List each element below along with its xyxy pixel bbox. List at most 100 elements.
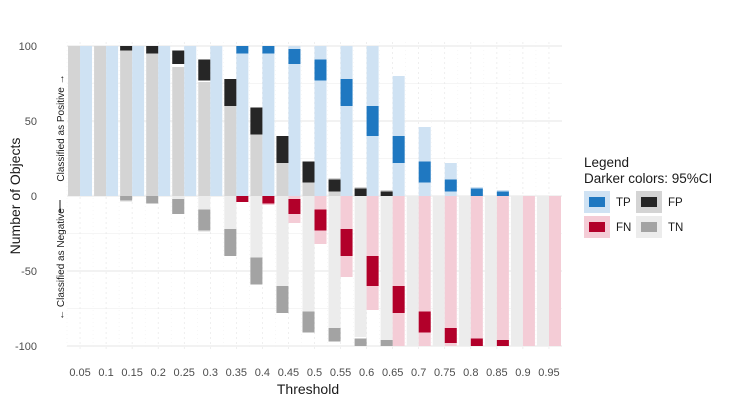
bar-fp — [198, 82, 211, 196]
legend-subtitle: Darker colors: 95%CI — [584, 171, 712, 186]
ci-tn — [198, 209, 211, 231]
ci-tp — [340, 79, 353, 106]
ci-tn — [120, 196, 133, 201]
bar-fn — [392, 196, 405, 346]
y-tick-labels: -100 -50 0 50 100 — [15, 41, 37, 353]
bar-tp — [262, 46, 275, 196]
bar-tp — [236, 46, 249, 196]
x-tick-label: 0.5 — [307, 367, 322, 379]
bar-fp — [224, 103, 237, 196]
bar-tn — [536, 196, 549, 346]
x-tick-label: 0.25 — [174, 367, 195, 379]
ci-fn — [340, 229, 353, 256]
ci-tp — [392, 136, 405, 163]
bar-tp — [340, 46, 353, 196]
legend-label-tn: TN — [668, 222, 683, 234]
x-tick-label: 0.8 — [463, 367, 478, 379]
positive-side-label: Classified as Positive → — [56, 74, 67, 181]
bar-fn — [522, 196, 535, 346]
ci-tp — [470, 188, 483, 196]
ci-tp — [496, 191, 509, 196]
ci-fp — [328, 179, 341, 192]
y-axis-title: Number of Objects — [7, 138, 23, 255]
bar-fn — [418, 196, 431, 346]
x-tick-label: 0.35 — [226, 367, 247, 379]
ci-fn — [262, 196, 275, 204]
bar-fn — [366, 196, 379, 310]
x-tick-label: 0.95 — [538, 367, 559, 379]
ci-fp — [146, 46, 159, 54]
bar-tp — [158, 46, 171, 196]
y-tick-label: 100 — [19, 41, 37, 53]
bar-fp — [250, 124, 263, 196]
ci-fn — [366, 256, 379, 286]
ci-tp — [314, 59, 327, 81]
ci-fn — [470, 338, 483, 346]
ci-tn — [250, 257, 263, 285]
ci-fn — [444, 328, 457, 343]
ci-tp — [262, 46, 275, 54]
legend-label-fn: FN — [616, 222, 631, 234]
ci-tn — [328, 328, 341, 342]
bar-tp — [314, 46, 327, 196]
ci-tp — [366, 106, 379, 136]
x-tick-label: 0.4 — [255, 367, 270, 379]
bar-tn — [484, 196, 497, 346]
bar-fp — [94, 46, 107, 196]
ci-fp — [198, 59, 211, 81]
x-tick-label: 0.9 — [515, 367, 530, 379]
ci-fp — [302, 161, 315, 183]
legend-key-tp-dark — [589, 197, 605, 207]
ci-tp — [288, 49, 301, 64]
bar-fn — [496, 196, 509, 346]
bar-tn — [354, 196, 367, 337]
ci-fn — [418, 311, 431, 333]
x-tick-label: 0.15 — [121, 367, 142, 379]
ci-tn — [354, 338, 367, 346]
legend-keys: TP FP FN TN — [584, 191, 683, 238]
bar-fp — [146, 52, 159, 196]
bar-tp — [288, 46, 301, 196]
ci-tn — [380, 340, 393, 346]
x-axis-title: Threshold — [277, 381, 339, 397]
x-tick-label: 0.05 — [69, 367, 90, 379]
ci-fp — [276, 136, 289, 163]
negative-side-label: ← Classified as Negative — [56, 208, 67, 320]
bar-tp — [132, 46, 145, 196]
bar-fp — [68, 46, 81, 196]
legend-key-fn-dark — [589, 222, 605, 232]
ci-fp — [354, 188, 367, 196]
bar-fp — [120, 49, 133, 196]
legend: Legend Darker colors: 95%CI TP FP FN TN — [584, 155, 712, 238]
bar-tp — [184, 46, 197, 196]
x-tick-label: 0.85 — [486, 367, 507, 379]
bar-fn — [548, 196, 561, 346]
y-tick-label: -100 — [15, 341, 37, 353]
y-tick-label: 0 — [31, 191, 37, 203]
bar-tn — [432, 196, 445, 346]
bar-tn — [276, 196, 289, 298]
legend-title: Legend — [584, 155, 629, 170]
bar-tn — [406, 196, 419, 346]
x-tick-label: 0.2 — [151, 367, 166, 379]
x-tick-label: 0.6 — [359, 367, 374, 379]
y-tick-label: -50 — [21, 266, 37, 278]
x-tick-label: 0.1 — [98, 367, 113, 379]
x-tick-label: 0.75 — [434, 367, 455, 379]
bar-tn — [458, 196, 471, 346]
legend-key-fp-dark — [641, 197, 657, 207]
ci-tp — [444, 179, 457, 192]
ci-tn — [276, 286, 289, 313]
ci-tp — [418, 161, 431, 183]
bars-layer — [68, 46, 561, 346]
bar-fn — [444, 196, 457, 346]
ci-fn — [392, 286, 405, 313]
ci-tn — [172, 199, 185, 214]
bar-fp — [172, 67, 185, 196]
ci-fp — [380, 191, 393, 196]
ci-fp — [120, 46, 133, 51]
bar-tp — [80, 46, 93, 196]
ci-tn — [302, 311, 315, 333]
x-tick-label: 0.65 — [382, 367, 403, 379]
